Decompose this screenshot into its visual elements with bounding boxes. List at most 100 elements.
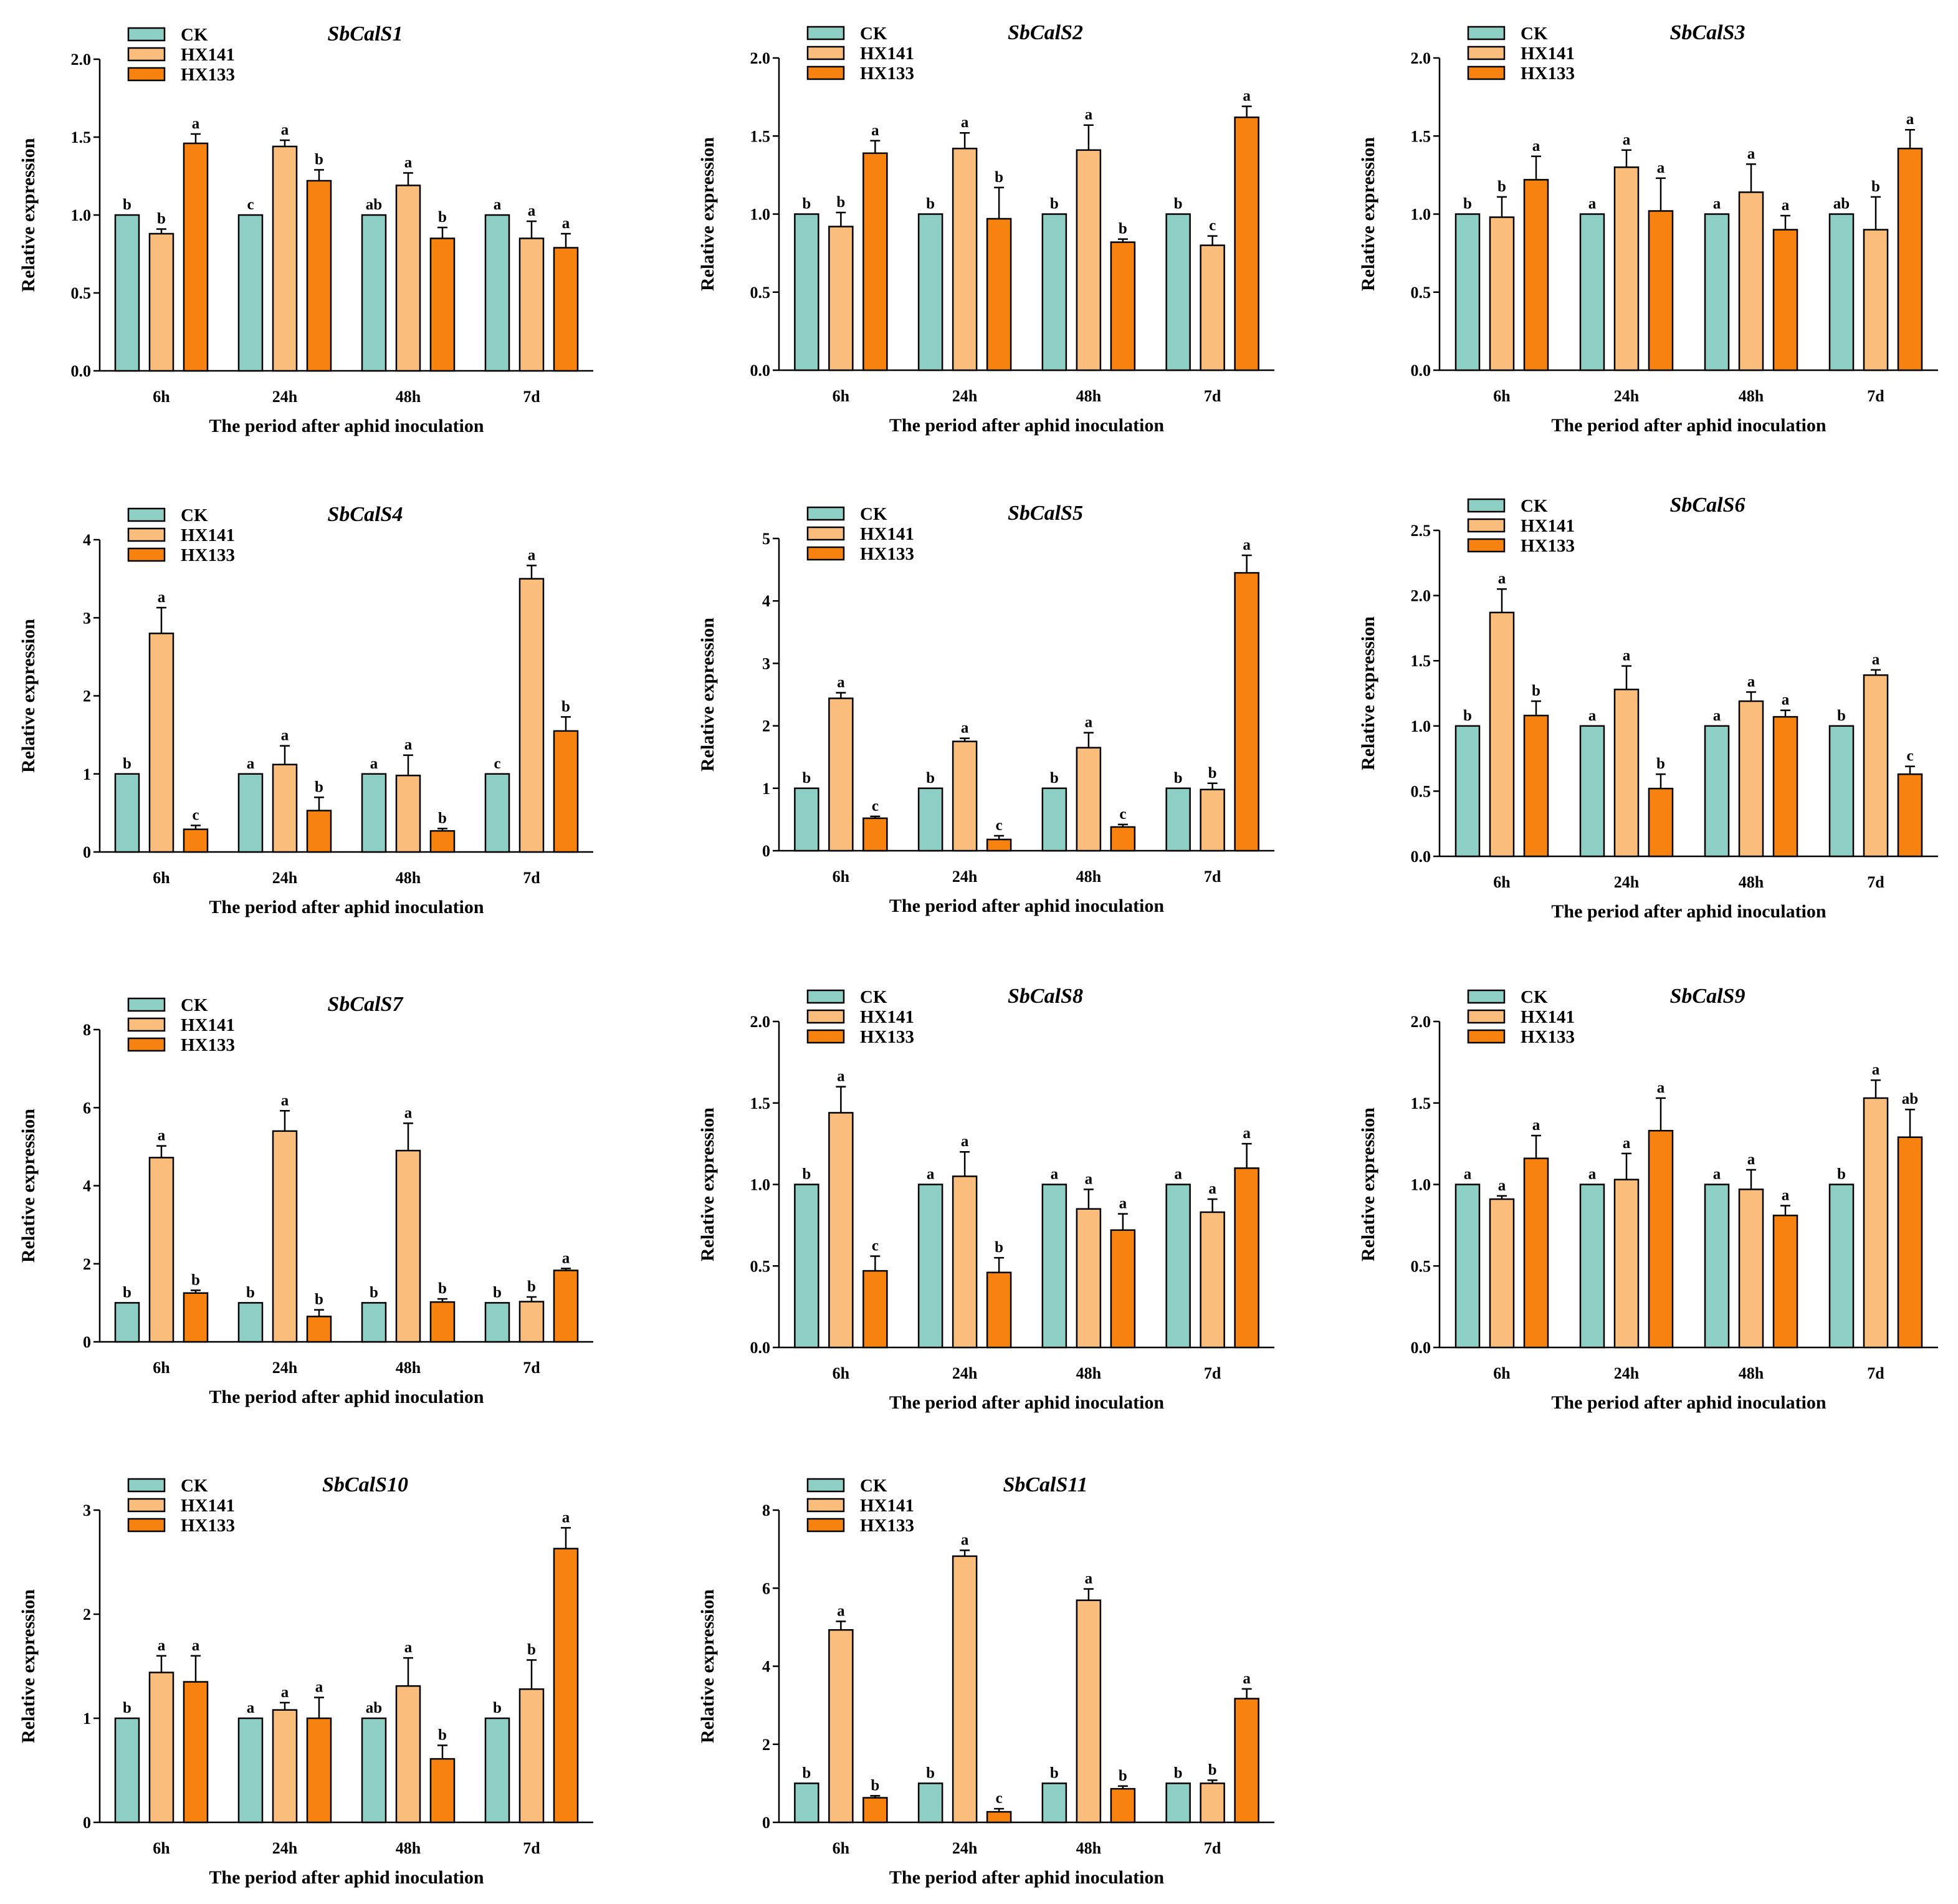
- y-axis-title: Relative expression: [18, 1109, 39, 1263]
- significance-label: b: [926, 1764, 935, 1781]
- y-axis-title: Relative expression: [18, 619, 39, 773]
- legend-swatch-HX141: [806, 45, 845, 60]
- bar-HX133-48h: [1772, 1214, 1798, 1349]
- significance-label: a: [247, 755, 255, 772]
- significance-label: b: [1050, 1764, 1059, 1781]
- legend-swatch-CK: [806, 26, 845, 41]
- significance-label: a: [1085, 714, 1093, 731]
- y-tick-label: 3: [83, 609, 91, 627]
- y-tick-label: 1.0: [750, 1176, 771, 1194]
- significance-label: c: [1209, 218, 1216, 234]
- bar-CK-24h: [1579, 1184, 1605, 1349]
- y-axis-title: Relative expression: [697, 1589, 718, 1743]
- significance-label: a: [404, 737, 413, 753]
- panel-title: SbCalS5: [1008, 502, 1083, 525]
- bar-HX133-48h: [1110, 826, 1136, 852]
- y-tick-label: 0.0: [1411, 361, 1431, 380]
- x-axis-title: The period after aphid inoculation: [209, 1387, 484, 1407]
- x-tick-label: 6h: [1493, 1364, 1511, 1382]
- y-tick-label: 6: [762, 1579, 770, 1597]
- y-axis-title: Relative expression: [697, 137, 718, 291]
- x-tick-label: 24h: [272, 1359, 298, 1377]
- x-tick-label: 24h: [1614, 387, 1640, 405]
- significance-label: a: [1906, 111, 1914, 128]
- significance-label: a: [927, 1166, 935, 1183]
- significance-label: a: [494, 196, 502, 213]
- significance-label: a: [1782, 1187, 1790, 1203]
- bar-HX141-48h: [395, 1149, 421, 1343]
- significance-label: a: [1243, 1670, 1251, 1687]
- bar-HX133-6h: [183, 828, 209, 853]
- legend-label: CK: [181, 995, 208, 1015]
- x-axis-title: The period after aphid inoculation: [1551, 415, 1826, 436]
- y-tick-label: 1: [83, 1710, 91, 1728]
- significance-label: b: [123, 1284, 131, 1301]
- bar-HX133-48h: [1772, 229, 1798, 371]
- bar-HX141-6h: [828, 697, 854, 852]
- significance-label: a: [1782, 197, 1790, 214]
- significance-label: b: [1463, 707, 1472, 724]
- significance-label: a: [1713, 1166, 1721, 1183]
- legend-label: HX141: [181, 45, 235, 65]
- significance-label: a: [528, 203, 536, 219]
- bar-CK-24h: [1579, 725, 1605, 858]
- bar-CK-6h: [794, 1782, 819, 1824]
- chart-panel-SbCalS6: SbCalS6 0.0 0.5 1.0 1.5 2.0 2.5 Relative expres…: [1358, 494, 1938, 922]
- x-tick-label: 48h: [1739, 387, 1764, 405]
- y-tick-label: 0.0: [1411, 1339, 1431, 1357]
- significance-label: b: [315, 1291, 323, 1308]
- bar-CK-6h: [794, 213, 819, 371]
- x-tick-label: 6h: [833, 387, 850, 405]
- x-tick-label: 7d: [1204, 1364, 1221, 1382]
- significance-label: a: [961, 114, 969, 131]
- significance-label: b: [926, 770, 935, 787]
- legend-label: HX141: [1521, 44, 1575, 64]
- y-tick-label: 0.5: [71, 284, 92, 302]
- bar-HX141-24h: [952, 148, 978, 371]
- bar-CK-6h: [114, 1302, 140, 1343]
- significance-label: a: [871, 122, 879, 139]
- y-tick-label: 1.5: [1411, 127, 1431, 145]
- legend-label: CK: [860, 987, 887, 1007]
- bar-HX133-7d: [1897, 148, 1923, 371]
- significance-label: b: [1463, 196, 1472, 213]
- legend-swatch-HX133: [806, 1518, 845, 1533]
- bar-CK-48h: [1704, 213, 1730, 371]
- bar-HX141-6h: [148, 232, 174, 372]
- bar-CK-48h: [1704, 725, 1730, 858]
- panel-title: SbCalS11: [1003, 1473, 1087, 1496]
- significance-label: a: [528, 547, 536, 563]
- legend-label: HX141: [860, 44, 914, 64]
- legend-label: HX141: [860, 1007, 914, 1027]
- panel-title: SbCalS7: [328, 993, 404, 1016]
- bar-CK-6h: [114, 773, 140, 853]
- legend-label: HX133: [181, 545, 235, 565]
- x-axis-title: The period after aphid inoculation: [1551, 1392, 1826, 1413]
- bar-HX133-48h: [1110, 1787, 1136, 1824]
- x-tick-label: 24h: [952, 387, 978, 405]
- bar-CK-48h: [361, 1717, 387, 1824]
- bar-HX133-7d: [1234, 572, 1259, 852]
- significance-label: c: [247, 196, 254, 213]
- chart-panel-SbCalS5: SbCalS5 0 1 2 3 4 5 Relative expression b a c 6h b a c…: [697, 502, 1274, 916]
- bar-HX133-7d: [553, 1270, 579, 1343]
- significance-label: b: [123, 196, 131, 213]
- bar-HX141-6h: [1489, 611, 1515, 858]
- significance-label: ab: [1833, 196, 1850, 213]
- bar-HX133-6h: [1523, 714, 1549, 858]
- legend-swatch-HX141: [806, 1498, 845, 1513]
- legend-swatch-HX141: [806, 1009, 845, 1024]
- bar-CK-48h: [361, 214, 387, 372]
- significance-label: a: [1051, 1166, 1059, 1183]
- significance-label: b: [191, 1271, 200, 1288]
- y-tick-label: 1.0: [1411, 1176, 1431, 1194]
- significance-label: b: [370, 1284, 378, 1301]
- x-tick-label: 48h: [1076, 868, 1102, 886]
- bar-CK-7d: [1165, 213, 1191, 371]
- x-tick-label: 24h: [952, 1839, 978, 1857]
- significance-label: a: [1713, 196, 1721, 213]
- y-tick-label: 2: [762, 1736, 770, 1754]
- significance-label: a: [1623, 648, 1631, 664]
- bar-HX133-48h: [429, 1758, 456, 1824]
- legend-label: CK: [860, 1476, 887, 1496]
